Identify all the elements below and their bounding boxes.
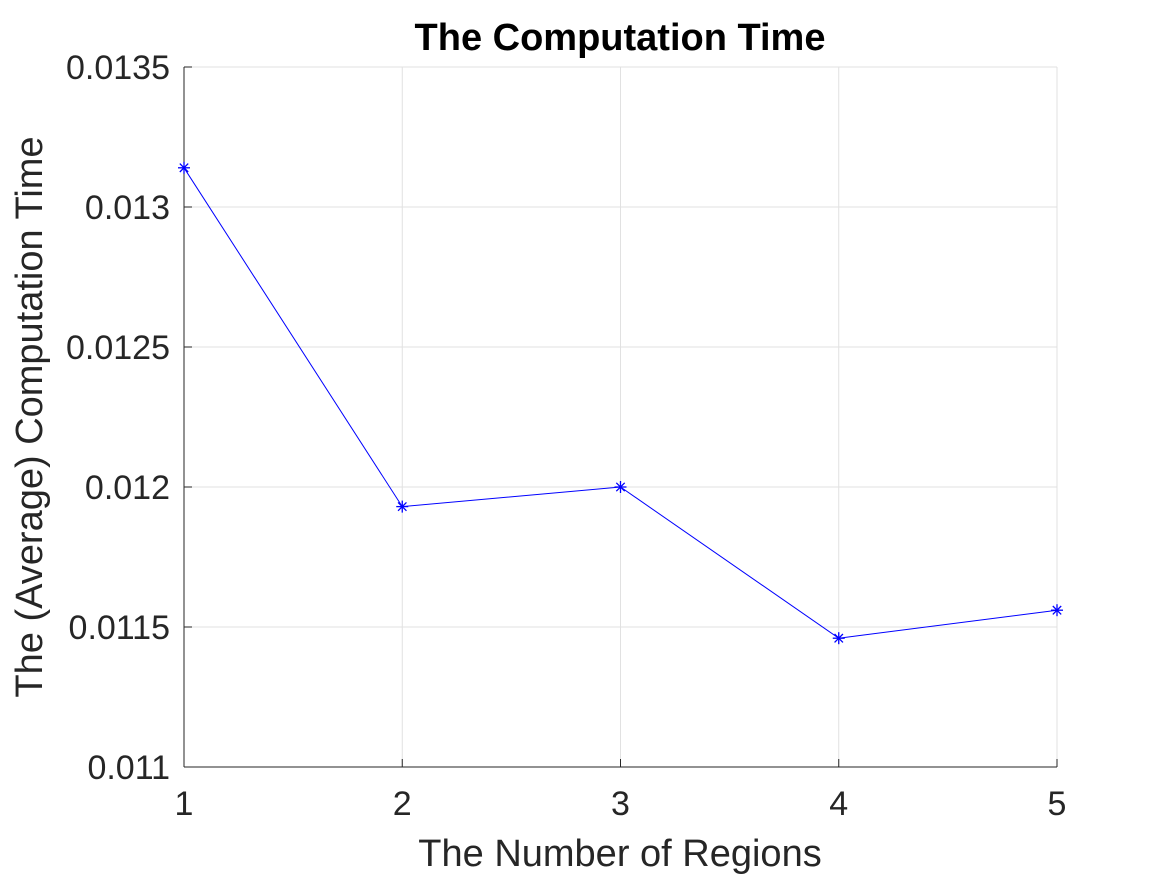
y-tick-label: 0.012 (85, 469, 170, 507)
data-point-marker (396, 500, 409, 513)
x-axis-label: The Number of Regions (418, 833, 821, 875)
tick-labels: 1 2 3 4 5 0.011 0.0115 0.012 0.0125 0.013 0.0135 (66, 49, 1066, 823)
data-point-marker (832, 632, 845, 645)
data-point-marker (614, 481, 627, 493)
x-tick-label: 4 (829, 785, 848, 823)
y-tick-label: 0.0115 (69, 609, 170, 647)
chart-title: The Computation Time (415, 17, 826, 59)
y-tick-label: 0.0125 (66, 329, 170, 367)
axes (183, 66, 1058, 768)
y-tick-label: 0.0135 (66, 49, 170, 87)
x-tick-label: 1 (175, 785, 194, 823)
x-tick-label: 5 (1048, 785, 1067, 823)
y-tick-label: 0.013 (85, 189, 170, 227)
y-tick-label: 0.011 (87, 749, 170, 787)
y-axis-label: The (Average) Computation Time (9, 136, 51, 697)
x-tick-label: 3 (611, 785, 630, 823)
data-point-marker (178, 161, 190, 174)
series-layer (178, 161, 1063, 645)
x-tick-label: 2 (393, 785, 412, 823)
data-point-marker (1051, 604, 1063, 617)
